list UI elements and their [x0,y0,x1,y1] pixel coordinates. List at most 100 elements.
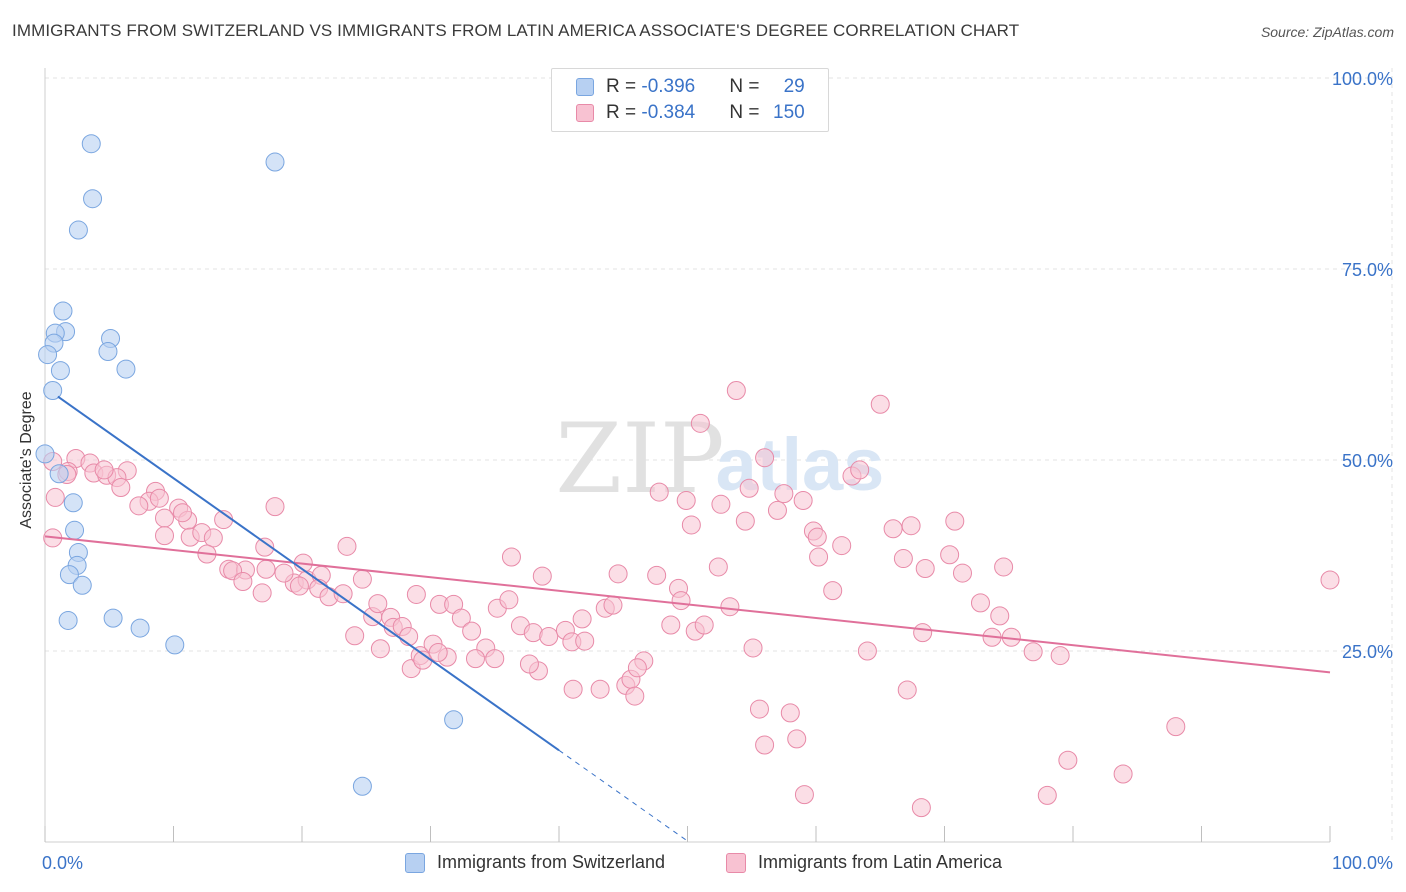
data-point-latin-america [575,631,595,651]
data-point-latin-america [780,703,800,723]
data-point-latin-america [793,490,813,510]
data-point-latin-america [767,500,787,520]
data-point-latin-america [809,547,829,567]
data-point-switzerland [444,710,464,730]
y-tick-label: 100.0% [1332,69,1393,89]
legend-item-latin-america[interactable]: Immigrants from Latin America [726,852,1002,873]
data-point-latin-america [129,496,149,516]
legend-label-switzerland: Immigrants from Switzerland [437,852,666,872]
data-point-latin-america [911,798,931,818]
chart-title: IMMIGRANTS FROM SWITZERLAND VS IMMIGRANT… [12,21,1020,40]
legend-item-switzerland[interactable]: Immigrants from Switzerland [405,852,665,873]
data-point-switzerland [68,220,88,240]
x-tick-label: 100.0% [1332,853,1393,873]
data-point-switzerland [83,189,103,209]
series-switzerland-points [35,134,464,796]
data-point-latin-america [1166,717,1186,737]
tick-labels: 25.0% 50.0% 75.0% 100.0% 0.0% 100.0% [42,69,1393,873]
data-point-latin-america [690,413,710,433]
correlation-legend: R = -0.396 N = 29 R = -0.384 N = 150 [551,68,829,132]
data-point-latin-america [897,680,917,700]
data-point-latin-america [289,576,309,596]
legend-n-label: N = [729,76,765,97]
data-point-latin-america [406,584,426,604]
data-point-latin-america [155,508,175,528]
legend-swatch-pink [576,104,594,122]
data-point-latin-america [857,641,877,661]
data-point-switzerland [49,464,69,484]
data-point-latin-america [627,658,647,678]
trend-line-switzerland-extension [558,749,688,842]
data-point-latin-america [1023,642,1043,662]
data-point-latin-america [333,584,353,604]
trend-line-latin-america [44,535,1331,674]
data-point-latin-america [94,460,114,480]
legend-swatch-blue [576,78,594,96]
y-tick-label: 50.0% [1342,451,1393,471]
data-point-latin-america [233,571,253,591]
data-point-latin-america [945,511,965,531]
data-point-latin-america [735,511,755,531]
data-point-switzerland [81,134,101,154]
data-point-latin-america [749,699,769,719]
trend-line-switzerland [57,395,560,752]
data-point-latin-america [671,591,691,611]
data-point-latin-america [681,515,701,535]
data-point-latin-america [647,565,667,585]
legend-r-value: -0.396 [641,76,696,97]
chart-source: Source: ZipAtlas.com [1260,24,1394,40]
data-point-latin-america [940,545,960,565]
data-point-latin-america [485,649,505,669]
data-point-latin-america [256,559,276,579]
data-point-latin-america [915,558,935,578]
data-point-latin-america [952,563,972,583]
data-point-latin-america [787,729,807,749]
data-point-switzerland [72,575,92,595]
x-tick-label: 0.0% [42,853,83,873]
data-point-latin-america [563,679,583,699]
data-point-latin-america [501,547,521,567]
data-point-switzerland [103,608,123,628]
data-point-latin-america [462,621,482,641]
data-point-latin-america [883,519,903,539]
legend-swatch-pink [726,852,746,873]
data-point-latin-america [807,527,827,547]
y-axis-label: Associate's Degree [18,391,35,529]
y-tick-label: 75.0% [1342,260,1393,280]
data-point-switzerland [59,565,79,585]
data-point-latin-america [1113,764,1133,784]
data-point-latin-america [694,615,714,635]
trend-lines [44,395,1331,842]
legend-r-label: R = [606,76,642,97]
data-point-latin-america [274,563,294,583]
data-point-switzerland [63,493,83,513]
data-point-latin-america [352,569,372,589]
data-point-latin-america [172,503,192,523]
data-point-latin-america [743,638,763,658]
data-point-latin-america [252,583,272,603]
data-point-latin-america [901,516,921,536]
data-point-latin-america [720,597,740,617]
data-point-latin-america [755,448,775,468]
data-point-switzerland [35,444,55,464]
data-point-switzerland [130,618,150,638]
data-point-latin-america [155,526,175,546]
data-point-switzerland [165,635,185,655]
data-point-latin-america [913,623,933,643]
data-point-latin-america [970,593,990,613]
data-point-latin-america [990,606,1010,626]
data-point-latin-america [532,566,552,586]
data-point-latin-america [368,594,388,614]
data-point-latin-america [708,557,728,577]
data-point-latin-america [1320,570,1340,590]
data-point-latin-america [370,639,390,659]
data-point-switzerland [265,152,285,172]
data-point-latin-america [399,626,419,646]
data-point-switzerland [58,610,78,630]
data-point-latin-america [823,581,843,601]
data-point-latin-america [1037,785,1057,805]
data-point-latin-america [265,497,285,517]
data-point-latin-america [994,557,1014,577]
data-point-switzerland [50,361,70,381]
